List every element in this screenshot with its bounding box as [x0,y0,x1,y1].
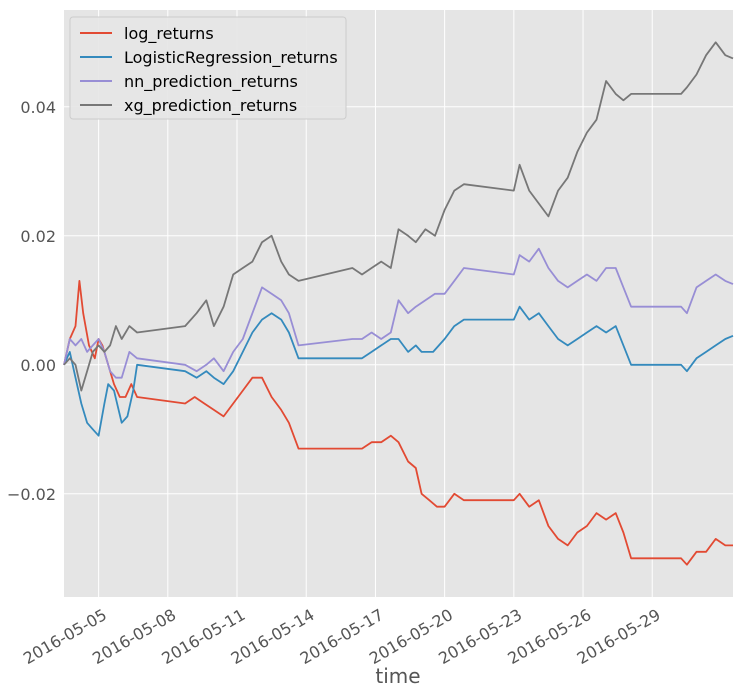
legend-entry: xg_prediction_returns [124,96,297,116]
y-tick-label: −0.02 [7,485,56,504]
series-line-LogisticRegression_returns [63,305,734,437]
x-axis-label: time [375,664,420,688]
legend-entry: nn_prediction_returns [124,72,298,92]
legend-entry: log_returns [124,24,214,44]
series-line-xg_prediction_returns [63,41,734,392]
legend-box [69,16,347,120]
y-tick-label: 0.02 [20,227,56,246]
legend-entry: LogisticRegression_returns [124,48,338,68]
y-tick-label: 0.00 [20,356,56,375]
y-tick-labels: −0.02 0.00 0.02 0.04 [7,98,56,504]
y-tick-label: 0.04 [20,98,56,117]
series-group [63,41,734,566]
series-line-log_returns [63,280,733,566]
legend: log_returns LogisticRegression_returns nn_… [69,16,347,120]
series-line-nn_prediction_returns [63,247,734,379]
x-tick-labels: 2016-05-052016-05-082016-05-112016-05-14… [20,605,664,668]
